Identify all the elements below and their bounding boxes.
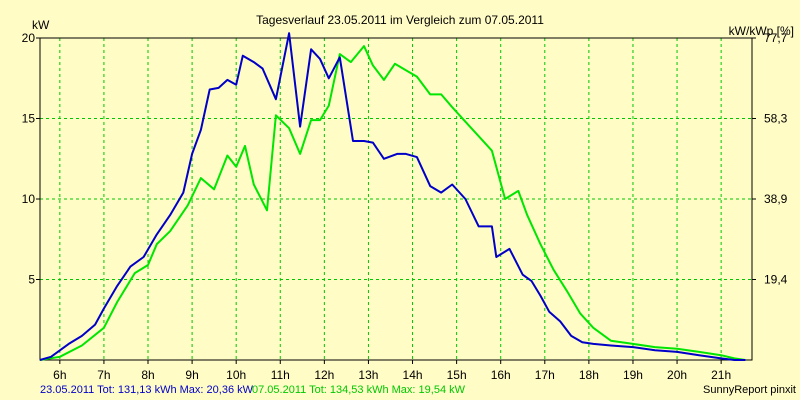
series-line-1 [39, 32, 746, 361]
x-tick-label: 8h [141, 368, 154, 382]
axis-ticks: 6h 7h 8h 9h 10h 11h 12h 13h 14h 15h 16h 17h 18h 19h 20… [22, 31, 788, 382]
x-tick-label: 17h [535, 368, 555, 382]
y-axis-label-right: kW/kWp [%] [729, 24, 794, 38]
x-tick-label: 11h [271, 368, 290, 382]
x-tick-label: 18h [579, 368, 599, 382]
footer-series1-summary: 23.05.2011 Tot: 131,13 kWh Max: 20,36 kW [40, 384, 254, 396]
x-tick-label: 7h [97, 368, 110, 382]
chart-title: Tagesverlauf 23.05.2011 im Vergleich zum… [256, 13, 544, 27]
x-tick-label: 16h [491, 368, 511, 382]
x-tick-label: 15h [447, 368, 467, 382]
y-tick-label-left: 10 [22, 192, 36, 206]
y-tick-label-left: 5 [28, 273, 35, 287]
y-tick-label-right: 38,9 [764, 192, 788, 206]
grid [40, 38, 752, 360]
x-tick-label: 20h [667, 368, 687, 382]
y-axis-label-left: kW [32, 18, 50, 32]
footer-credit: SunnyReport pinxit [703, 384, 796, 396]
y-tick-label-right: 77,7 [764, 31, 788, 45]
y-tick-label-left: 20 [22, 31, 36, 45]
series [39, 32, 746, 361]
x-tick-label: 14h [403, 368, 423, 382]
footer-series2-summary: 07.05.2011 Tot: 134,53 kWh Max: 19,54 kW [252, 384, 466, 396]
series-line-2 [39, 45, 746, 361]
y-tick-label-right: 58,3 [764, 112, 788, 126]
x-tick-label: 13h [358, 368, 378, 382]
x-tick-label: 10h [226, 368, 246, 382]
y-tick-label-left: 15 [22, 112, 36, 126]
x-tick-label: 12h [314, 368, 334, 382]
x-tick-label: 9h [185, 368, 198, 382]
x-tick-label: 19h [623, 368, 643, 382]
x-tick-label: 21h [711, 368, 731, 382]
y-tick-label-right: 19,4 [764, 273, 788, 287]
x-tick-label: 6h [53, 368, 66, 382]
